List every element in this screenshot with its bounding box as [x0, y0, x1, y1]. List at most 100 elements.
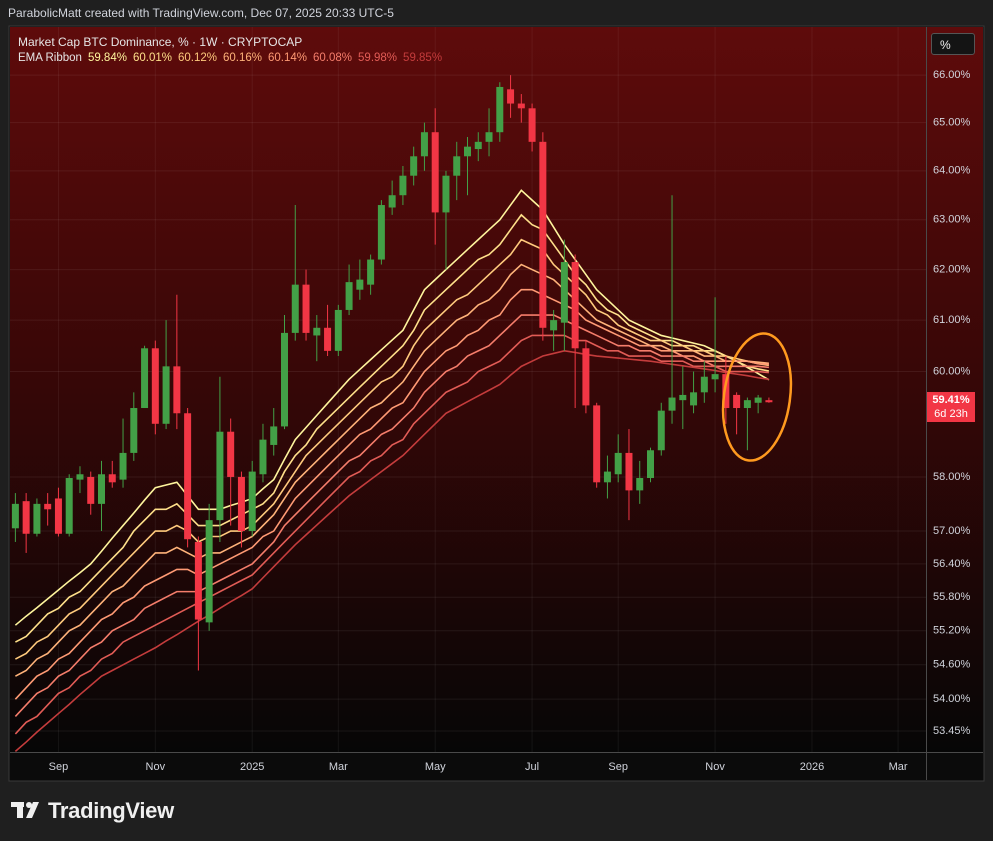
legend-value: 60.01% [132, 52, 172, 64]
candle-body [87, 476, 95, 504]
y-tick-label: 60.00% [933, 365, 971, 377]
candle-body [420, 132, 428, 157]
legend-value: 59.98% [358, 52, 398, 64]
x-tick-label: 2025 [240, 761, 264, 773]
axes: 66.00% 65.00% 64.00% 63.00% 62.00% 61.00% 60.0… [49, 69, 971, 773]
y-tick-label: 63.00% [933, 214, 971, 226]
candle-body [485, 132, 493, 142]
candle-body [603, 471, 611, 483]
candles [11, 75, 773, 671]
ema-line [14, 314, 769, 718]
candle-body [227, 431, 235, 477]
unit-button[interactable]: % [931, 33, 975, 55]
candle-body [270, 426, 278, 445]
legend-value: 60.14% [268, 52, 308, 64]
candle-body [614, 452, 622, 475]
y-tick-label: 56.40% [933, 558, 971, 570]
candle-body [690, 392, 698, 406]
candle-body [668, 397, 676, 411]
y-tick-label: 55.20% [933, 625, 971, 637]
candle-body [130, 408, 138, 453]
candle-body [65, 478, 73, 534]
x-tick-label: Sep [49, 761, 69, 773]
candle-body [496, 86, 504, 133]
candle-body [442, 175, 450, 213]
ema-line [15, 213, 770, 643]
y-tick-label: 53.45% [933, 725, 971, 737]
candle-body [151, 348, 159, 424]
x-tick-label: 2026 [800, 761, 824, 773]
candle-body [474, 141, 482, 150]
candle-body [410, 156, 418, 176]
candle-body [141, 348, 149, 409]
candle-body [388, 195, 396, 208]
ema-line [14, 189, 770, 626]
legend-value: 60.12% [177, 52, 217, 64]
candle-body [550, 320, 558, 331]
candle-body [539, 141, 547, 328]
y-tick-label: 62.00% [933, 263, 971, 275]
last-price: 59.41% [932, 394, 970, 407]
y-tick-label: 61.00% [933, 314, 971, 326]
legend-value: 59.85% [403, 52, 443, 64]
brand: TradingView [48, 798, 174, 823]
candle-body [765, 400, 773, 403]
ema-line [15, 263, 769, 677]
candle-body [281, 332, 288, 427]
candle-body [399, 175, 407, 196]
countdown: 6d 23h [934, 408, 968, 421]
indicator-name: EMA Ribbon [18, 52, 82, 64]
last-price-tag: 59.41% 6d 23h [927, 392, 975, 423]
candle-body [431, 132, 439, 213]
x-tick-label: May [425, 761, 446, 773]
candle-body [453, 156, 461, 176]
candle-body [377, 205, 385, 260]
candle-body [367, 259, 375, 285]
legend-value: 59.84% [87, 52, 127, 64]
candle-body [162, 366, 170, 424]
candle-body [507, 89, 515, 104]
candle-body [291, 284, 299, 333]
candle-body [625, 452, 633, 491]
candle-body [657, 410, 665, 451]
y-tick-label: 65.00% [933, 117, 971, 129]
candle-body [173, 366, 181, 414]
candle-body [194, 541, 202, 620]
candle-body [711, 374, 719, 380]
candle-body [119, 452, 127, 480]
candle-body [313, 327, 321, 336]
brand-logo [11, 802, 39, 818]
y-tick-label: 54.60% [933, 659, 971, 671]
candle-body [722, 374, 730, 409]
candle-body [205, 520, 213, 623]
candle-body [571, 262, 579, 349]
candle-body [216, 431, 224, 521]
candle-body [517, 103, 525, 109]
candle-body [237, 476, 245, 532]
candle-body [356, 279, 364, 290]
candle-body [636, 478, 644, 491]
legend-value: 60.16% [222, 52, 262, 64]
candle-body [98, 474, 105, 504]
candle-body [647, 450, 654, 479]
y-tick-label: 57.00% [933, 525, 971, 537]
candle-body [528, 108, 536, 142]
x-tick-label: Nov [705, 761, 725, 773]
legend: EMA Ribbon 59.84% 60.01% 60.12% 60.16% 60.14%… [18, 52, 448, 64]
candle-body [679, 394, 687, 401]
candle-body [754, 397, 762, 403]
ema-line [14, 350, 770, 753]
candle-body [560, 262, 568, 323]
header-text: ParabolicMatt created with TradingView.c… [8, 6, 394, 20]
candle-body [334, 309, 342, 351]
candle-body [324, 327, 332, 351]
candle-body [248, 471, 256, 532]
ribbons [14, 189, 770, 753]
x-tick-label: Nov [146, 761, 166, 773]
candle-body [464, 146, 471, 157]
candle-body [259, 439, 267, 475]
ema-line [14, 288, 769, 700]
candle-body [582, 348, 590, 406]
annotation-circle [721, 332, 793, 462]
